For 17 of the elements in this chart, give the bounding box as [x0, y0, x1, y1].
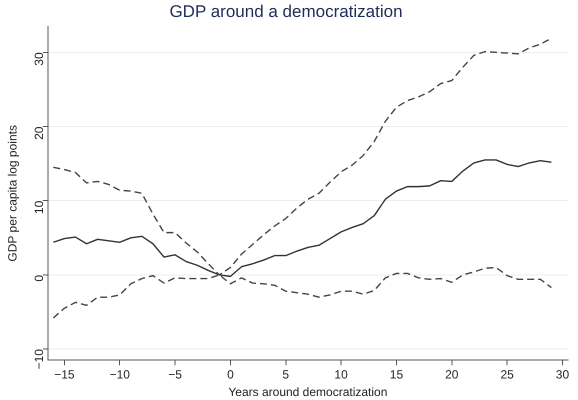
x-tick-label: 25: [500, 368, 514, 382]
y-tick-label: 30: [32, 52, 46, 66]
x-tick-label: −5: [168, 368, 182, 382]
x-tick-label: 30: [556, 368, 570, 382]
y-axis-title: GDP per capita log points: [6, 125, 20, 262]
y-tick-label: 20: [32, 126, 46, 140]
x-tick-label: 5: [282, 368, 290, 382]
x-axis-title: Years around democratization: [228, 385, 388, 400]
x-tick-label: 0: [227, 368, 234, 382]
x-tick-label: −15: [54, 368, 75, 382]
x-tick-label: 10: [334, 368, 348, 382]
x-tick-label: −10: [110, 368, 130, 382]
y-tick-label: 10: [32, 200, 46, 214]
x-tick-label: 15: [390, 368, 404, 382]
y-tick-label: 0: [32, 274, 46, 282]
x-tick-label: 20: [445, 368, 459, 382]
chart-title: GDP around a democratization: [169, 2, 403, 21]
